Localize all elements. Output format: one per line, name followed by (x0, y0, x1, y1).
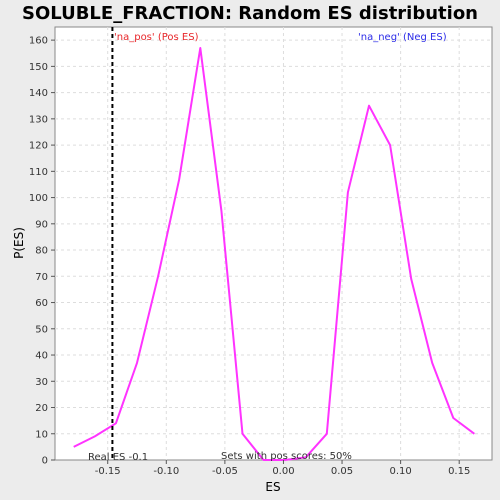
pos-es-label: 'na_pos' (Pos ES) (114, 32, 199, 43)
x-tick-label: 0.15 (448, 466, 470, 477)
y-tick-label: 50 (35, 324, 48, 335)
y-tick-label: 0 (42, 456, 48, 467)
y-tick-label: 130 (29, 114, 48, 125)
y-tick-label: 80 (35, 246, 48, 257)
y-axis-ticks: 0 10 20 30 40 50 60 70 80 90 100 110 120 130 140 150 160 (29, 36, 55, 467)
y-tick-label: 40 (35, 351, 48, 362)
plot-area (54, 26, 493, 461)
y-tick-label: 20 (35, 403, 48, 414)
sets-pos-scores-label: Sets with pos scores: 50% (221, 451, 352, 462)
x-axis-label: ES (265, 480, 280, 494)
y-axis-label: P(ES) (12, 227, 26, 259)
gridlines (55, 27, 492, 460)
y-tick-label: 160 (29, 36, 48, 47)
y-tick-label: 120 (29, 141, 48, 152)
x-tick-label: 0.05 (331, 466, 353, 477)
x-axis-ticks: -0.15 -0.10 -0.05 0.00 0.05 0.10 0.15 (95, 460, 470, 477)
y-tick-label: 110 (29, 167, 48, 178)
y-tick-label: 100 (29, 193, 48, 204)
chart-title: SOLUBLE_FRACTION: Random ES distribution (22, 3, 478, 24)
x-tick-label: 0.00 (272, 466, 294, 477)
x-tick-label: 0.10 (389, 466, 411, 477)
y-tick-label: 30 (35, 377, 48, 388)
real-es-label: Real ES -0.1 (88, 452, 148, 463)
es-distribution-line (73, 47, 475, 461)
y-tick-label: 70 (35, 272, 48, 283)
y-tick-label: 10 (35, 429, 48, 440)
x-tick-label: -0.15 (95, 466, 121, 477)
y-tick-label: 140 (29, 88, 48, 99)
y-tick-label: 60 (35, 298, 48, 309)
curve-layer (73, 27, 475, 461)
x-tick-label: -0.10 (153, 466, 179, 477)
y-tick-label: 90 (35, 219, 48, 230)
x-tick-label: -0.05 (212, 466, 238, 477)
neg-es-label: 'na_neg' (Neg ES) (358, 32, 447, 43)
y-tick-label: 150 (29, 62, 48, 73)
